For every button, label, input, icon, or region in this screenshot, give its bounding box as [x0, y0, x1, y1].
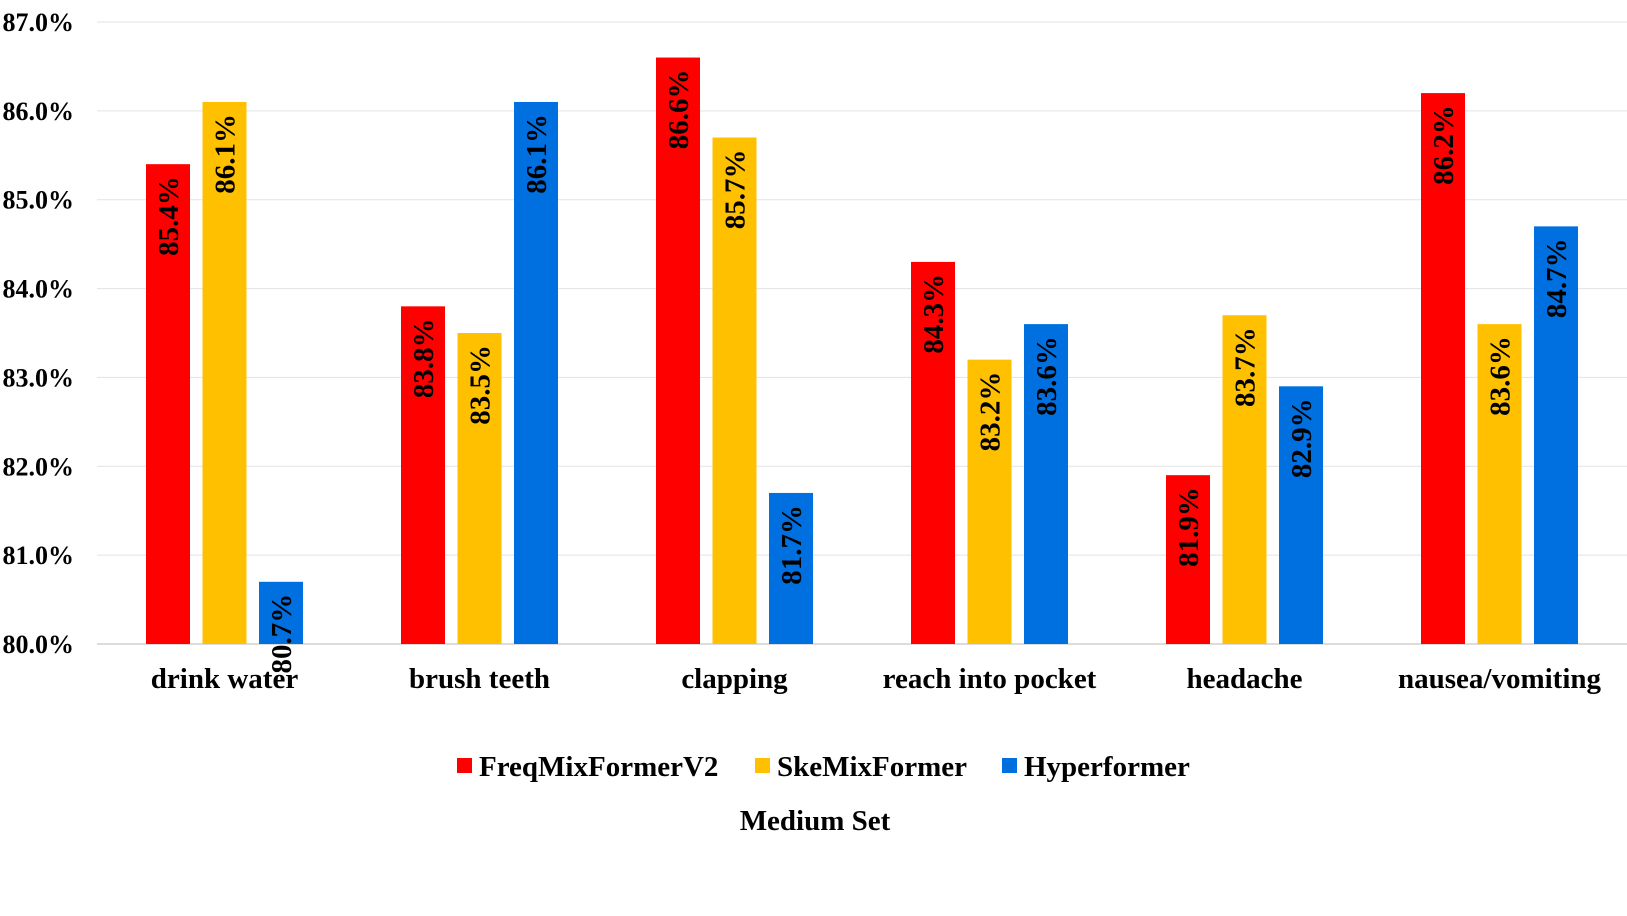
legend-swatch — [755, 758, 770, 773]
data-label: 86.6% — [663, 70, 695, 150]
bars — [146, 57, 1578, 645]
bar — [656, 57, 700, 645]
x-axis: drink water brush teeth clapping reach into… — [151, 663, 1602, 695]
bar — [1024, 324, 1068, 644]
data-label: 82.9% — [1286, 398, 1318, 478]
y-tick-label: 84.0% — [3, 275, 75, 304]
x-category-label: clapping — [681, 663, 788, 695]
data-labels: 85.4% 86.1% 80.7% 83.8% 83.5% 86.1% 86.6% 85.7%… — [153, 70, 1573, 674]
bar — [259, 581, 303, 644]
gridlines — [97, 21, 1627, 645]
legend-swatch — [457, 758, 472, 773]
data-label: 83.8% — [408, 318, 440, 398]
x-category-label: brush teeth — [409, 663, 550, 695]
y-tick-label: 85.0% — [3, 186, 75, 215]
bar — [1222, 315, 1267, 644]
bar — [769, 492, 813, 644]
data-label: 83.6% — [1031, 336, 1063, 416]
legend-label: SkeMixFormer — [777, 751, 967, 783]
y-axis: 80.0% 81.0% 82.0% 83.0% 84.0% 85.0% 86.0% 87.0% — [3, 8, 75, 659]
data-label: 81.7% — [776, 505, 808, 585]
x-category-label: headache — [1187, 663, 1303, 695]
data-label: 86.2% — [1428, 105, 1460, 185]
bar — [202, 101, 247, 644]
x-category-label: drink water — [151, 663, 299, 695]
data-label: 85.4% — [153, 176, 185, 256]
bar — [1166, 475, 1210, 644]
bar — [401, 306, 445, 644]
bar — [967, 359, 1012, 644]
bar — [146, 164, 190, 644]
data-label: 80.7% — [266, 594, 298, 674]
bar — [1279, 386, 1323, 644]
bar — [1534, 226, 1578, 644]
legend-label: Hyperformer — [1024, 751, 1190, 783]
y-tick-label: 80.0% — [3, 630, 75, 659]
data-label: 84.7% — [1541, 238, 1573, 318]
y-tick-label: 87.0% — [3, 8, 75, 37]
data-label: 81.9% — [1173, 487, 1205, 567]
bar — [1477, 324, 1522, 644]
chart-subtitle: Medium Set — [740, 805, 891, 837]
data-label: 85.7% — [720, 150, 752, 230]
x-category-label: reach into pocket — [883, 663, 1097, 695]
y-tick-label: 82.0% — [3, 452, 75, 481]
bar — [712, 137, 757, 644]
data-label: 84.3% — [918, 274, 950, 354]
bar — [457, 333, 502, 644]
bar — [911, 261, 955, 644]
bar — [1421, 93, 1465, 645]
data-label: 83.5% — [465, 345, 497, 425]
x-category-label: nausea/vomiting — [1398, 663, 1602, 695]
y-tick-label: 81.0% — [3, 541, 75, 570]
data-label: 86.1% — [210, 114, 242, 194]
legend-swatch — [1002, 758, 1017, 773]
data-label: 86.1% — [521, 114, 553, 194]
legend-label: FreqMixFormerV2 — [479, 751, 718, 783]
bar — [514, 101, 558, 644]
data-label: 83.2% — [975, 372, 1007, 452]
data-label: 83.7% — [1230, 327, 1262, 407]
data-label: 83.6% — [1485, 336, 1517, 416]
y-tick-label: 83.0% — [3, 363, 75, 392]
y-tick-label: 86.0% — [3, 97, 75, 126]
legend: FreqMixFormerV2 SkeMixFormer Hyperformer — [457, 751, 1190, 783]
